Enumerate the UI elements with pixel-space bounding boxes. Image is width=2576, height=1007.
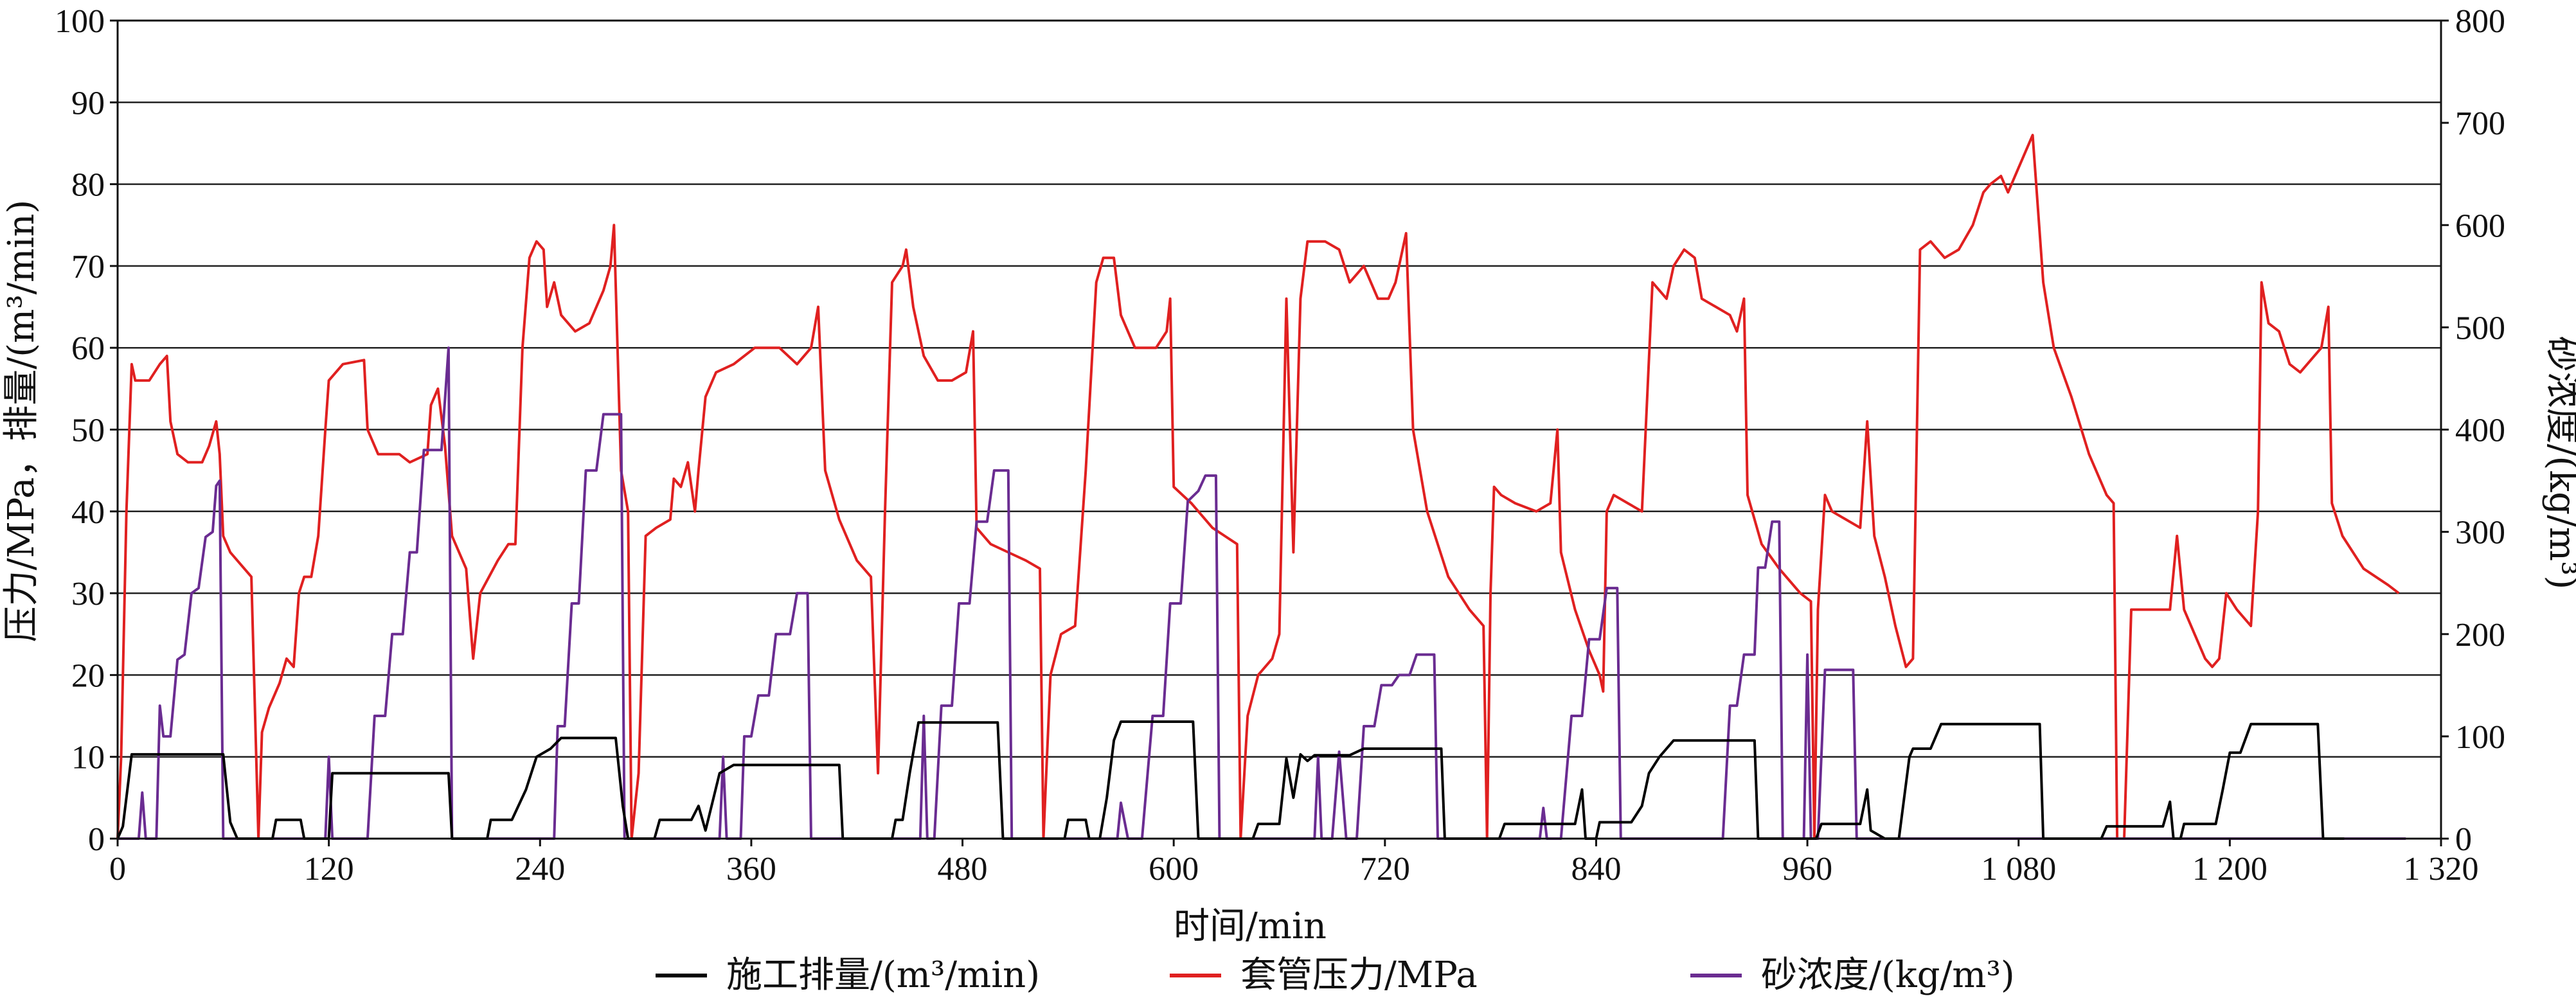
x-tick-label: 1 080 (1981, 851, 2056, 887)
series-layer (116, 134, 2406, 840)
x-tick-label: 480 (938, 851, 988, 887)
y-right-tick-label: 400 (2455, 413, 2505, 449)
y-right-tick-label: 500 (2455, 310, 2505, 346)
y-left-tick-label: 50 (71, 413, 105, 449)
y-right-tick-label: 300 (2455, 515, 2505, 551)
x-tick-label: 120 (304, 851, 354, 887)
y-left-tick-label: 90 (71, 85, 105, 121)
series-line-0 (116, 720, 2345, 840)
y-right-tick-label: 200 (2455, 617, 2505, 654)
y-right-tick-label: 600 (2455, 208, 2505, 244)
x-axis-title: 时间/min (1174, 905, 1327, 947)
x-tick-label: 960 (1782, 851, 1832, 887)
x-tick-label: 360 (726, 851, 776, 887)
series-line-2 (118, 346, 2406, 840)
tick-marks (110, 19, 2449, 846)
x-tick-label: 240 (515, 851, 565, 887)
x-tick-label: 840 (1571, 851, 1621, 887)
y-right-tick-label: 700 (2455, 105, 2505, 142)
y-left-tick-label: 0 (88, 821, 105, 858)
x-tick-label: 600 (1149, 851, 1199, 887)
y-left-tick-label: 30 (71, 576, 105, 612)
y-left-axis-title: 压力/MPa，排量/(m³/min) (1, 200, 42, 643)
x-tick-labels: 0 120 240 360 480 600 720 840 960 1 080 1 200 1 320 (109, 851, 2479, 887)
y-right-tick-label: 800 (2455, 3, 2505, 40)
x-tick-label: 1 200 (2192, 851, 2267, 887)
grid-lines (118, 102, 2441, 758)
y-left-tick-label: 100 (55, 3, 105, 40)
legend: 施工排量/(m³/min) 套管压力/MPa 砂浓度/(kg/m³) (656, 954, 2015, 996)
y-left-tick-labels: 0 10 20 30 40 50 60 70 80 90 100 (55, 3, 105, 858)
y-left-tick-label: 60 (71, 330, 105, 367)
x-tick-label: 1 320 (2404, 851, 2479, 887)
legend-label-0: 施工排量/(m³/min) (726, 954, 1040, 996)
x-tick-label: 720 (1360, 851, 1410, 887)
series-line-1 (116, 134, 2400, 840)
legend-label-1: 套管压力/MPa (1240, 954, 1478, 996)
y-right-tick-label: 100 (2455, 719, 2505, 756)
y-right-axis-title: 砂浓度/(kg/m³) (2541, 336, 2576, 590)
y-left-tick-label: 70 (71, 249, 105, 285)
y-left-tick-label: 20 (71, 657, 105, 694)
y-right-tick-labels: 0 100 200 300 400 500 600 700 800 (2455, 3, 2505, 858)
y-left-tick-label: 80 (71, 167, 105, 204)
y-left-tick-label: 10 (71, 740, 105, 776)
x-tick-label: 0 (109, 851, 126, 887)
y-right-tick-label: 0 (2455, 821, 2472, 858)
y-left-tick-label: 40 (71, 494, 105, 531)
legend-label-2: 砂浓度/(kg/m³) (1761, 954, 2015, 996)
